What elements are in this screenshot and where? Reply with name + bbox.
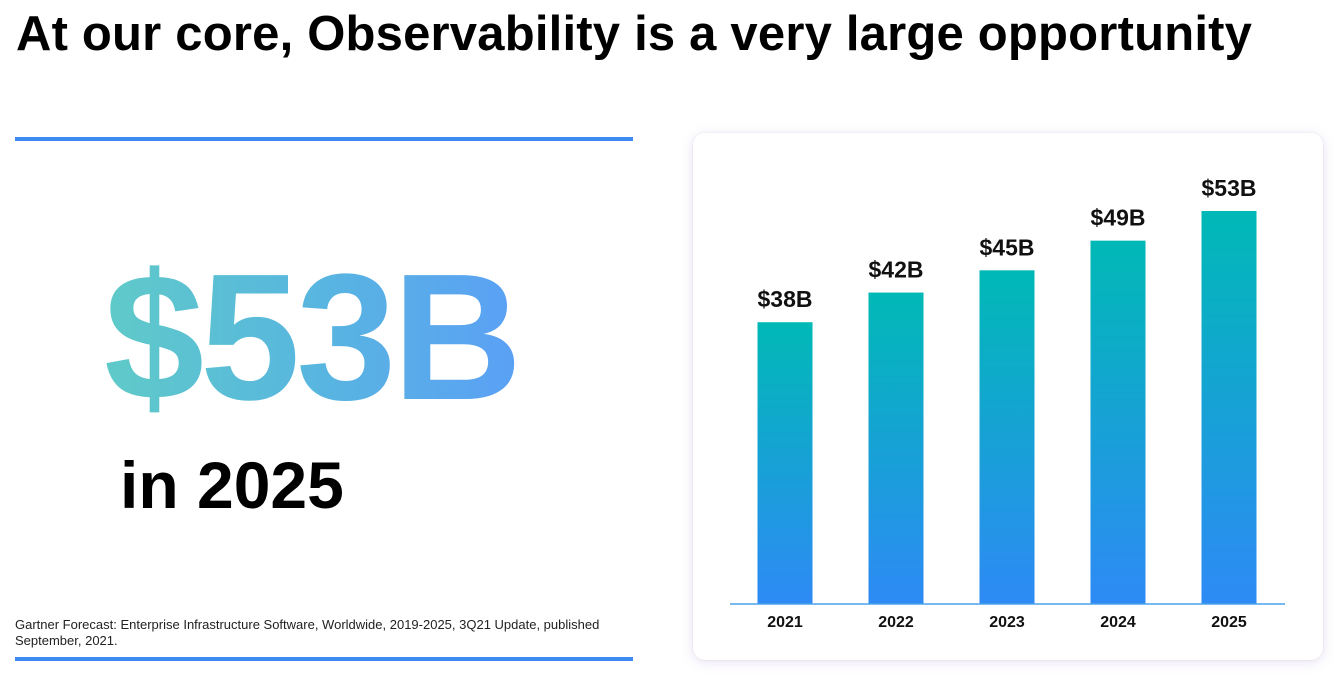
x-tick-label-2021: 2021 bbox=[767, 614, 803, 631]
bar-2022 bbox=[868, 292, 924, 604]
headline-value: $53B bbox=[104, 237, 522, 438]
source-note: Gartner Forecast: Enterprise Infrastruct… bbox=[15, 617, 600, 648]
x-tick-label-2025: 2025 bbox=[1211, 614, 1247, 631]
bar-2023 bbox=[979, 270, 1035, 604]
bar-value-label-2024: $49B bbox=[1091, 205, 1146, 231]
headline-subtitle: in 2025 bbox=[120, 448, 344, 522]
bar-value-label-2022: $42B bbox=[869, 257, 924, 283]
x-tick-label-2024: 2024 bbox=[1100, 614, 1136, 631]
bar-2024 bbox=[1090, 240, 1146, 604]
bottom-divider bbox=[15, 657, 633, 661]
chart-card: $38B 2021 $42B 2022 $45B 2023 $49B 2024 $53B 2025 bbox=[693, 133, 1323, 660]
bar-value-label-2025: $53B bbox=[1202, 175, 1257, 201]
x-tick-label-2023: 2023 bbox=[989, 614, 1025, 631]
bar-value-label-2021: $38B bbox=[758, 286, 813, 312]
x-tick-label-2022: 2022 bbox=[878, 614, 914, 631]
bar-chart: $38B 2021 $42B 2022 $45B 2023 $49B 2024 $53B 2025 bbox=[730, 175, 1285, 631]
bar-2025 bbox=[1201, 211, 1257, 604]
top-divider bbox=[15, 137, 633, 141]
bar-value-label-2023: $45B bbox=[980, 234, 1035, 260]
bar-2021 bbox=[757, 322, 813, 604]
slide-title: At our core, Observability is a very lar… bbox=[16, 7, 1253, 61]
